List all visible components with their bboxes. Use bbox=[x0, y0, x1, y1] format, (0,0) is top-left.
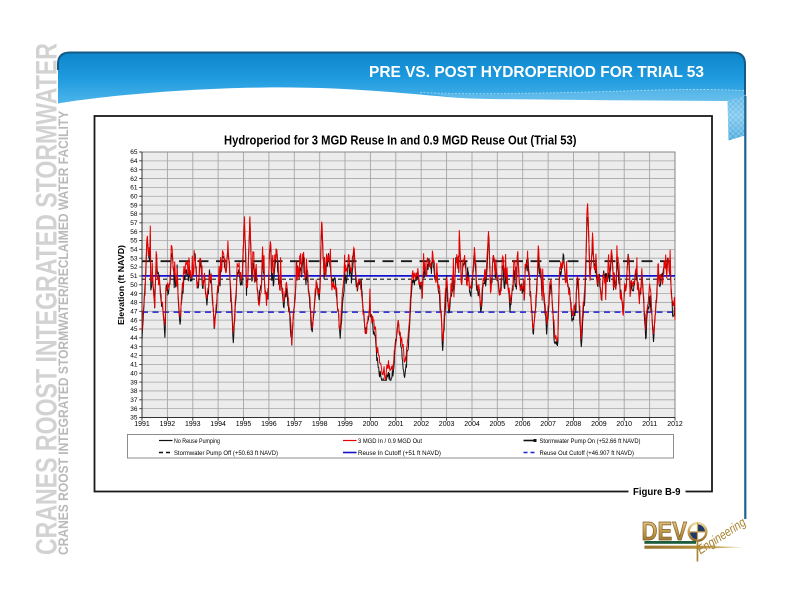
svg-text:1997: 1997 bbox=[287, 421, 303, 428]
svg-text:55: 55 bbox=[130, 238, 138, 245]
svg-text:46: 46 bbox=[130, 317, 138, 324]
svg-text:35: 35 bbox=[130, 415, 138, 422]
svg-text:64: 64 bbox=[130, 158, 138, 165]
svg-text:Hydroperiod for 3 MGD Reuse In: Hydroperiod for 3 MGD Reuse In and 0.9 M… bbox=[224, 133, 577, 148]
svg-text:2011: 2011 bbox=[642, 421, 657, 428]
svg-text:41: 41 bbox=[130, 362, 138, 369]
svg-text:2005: 2005 bbox=[490, 421, 506, 428]
svg-text:1993: 1993 bbox=[185, 421, 201, 428]
svg-text:2000: 2000 bbox=[363, 421, 379, 428]
svg-text:2008: 2008 bbox=[566, 421, 582, 428]
svg-text:Stormwater Pump On (+52.66 ft: Stormwater Pump On (+52.66 ft NAVD) bbox=[540, 438, 641, 445]
svg-text:40: 40 bbox=[130, 370, 138, 377]
svg-text:58: 58 bbox=[130, 211, 138, 218]
svg-text:50: 50 bbox=[130, 282, 138, 289]
svg-text:Reuse Out Cutoff (+46.907 ft N: Reuse Out Cutoff (+46.907 ft NAVD) bbox=[540, 450, 635, 457]
svg-text:2001: 2001 bbox=[388, 421, 404, 428]
svg-text:2004: 2004 bbox=[464, 421, 480, 428]
svg-text:Reuse In Cutoff (+51 ft NAVD): Reuse In Cutoff (+51 ft NAVD) bbox=[358, 450, 441, 457]
svg-text:2010: 2010 bbox=[616, 421, 632, 428]
svg-text:48: 48 bbox=[130, 300, 138, 307]
svg-text:59: 59 bbox=[130, 202, 138, 209]
svg-text:47: 47 bbox=[130, 309, 138, 316]
svg-text:2002: 2002 bbox=[413, 421, 429, 428]
svg-text:51: 51 bbox=[130, 273, 138, 280]
svg-text:Elevation (ft NAVD): Elevation (ft NAVD) bbox=[117, 245, 126, 325]
svg-text:61: 61 bbox=[130, 185, 138, 192]
svg-text:CRANES ROOST INTEGRATED STORMW: CRANES ROOST INTEGRATED STORMWATER bbox=[30, 43, 64, 555]
svg-text:56: 56 bbox=[130, 229, 138, 236]
svg-text:2006: 2006 bbox=[515, 421, 531, 428]
svg-text:1999: 1999 bbox=[337, 421, 353, 428]
svg-text:54: 54 bbox=[130, 247, 138, 254]
svg-text:63: 63 bbox=[130, 167, 138, 174]
svg-text:39: 39 bbox=[130, 379, 138, 386]
svg-text:2007: 2007 bbox=[540, 421, 556, 428]
svg-text:Figure B-9: Figure B-9 bbox=[633, 487, 681, 498]
svg-text:44: 44 bbox=[130, 335, 138, 342]
svg-text:2012: 2012 bbox=[667, 421, 683, 428]
svg-text:1992: 1992 bbox=[160, 421, 176, 428]
svg-text:45: 45 bbox=[130, 326, 138, 333]
svg-text:1996: 1996 bbox=[261, 421, 277, 428]
svg-text:2009: 2009 bbox=[591, 421, 607, 428]
svg-text:62: 62 bbox=[130, 176, 138, 183]
svg-text:CRANES ROOST INTEGRATED STORMW: CRANES ROOST INTEGRATED STORMWATER/RECLA… bbox=[55, 110, 71, 555]
svg-text:53: 53 bbox=[130, 255, 138, 262]
svg-text:1998: 1998 bbox=[312, 421, 328, 428]
svg-text:42: 42 bbox=[130, 353, 138, 360]
svg-text:2003: 2003 bbox=[439, 421, 455, 428]
svg-text:37: 37 bbox=[130, 397, 138, 404]
svg-text:60: 60 bbox=[130, 193, 138, 200]
svg-text:1995: 1995 bbox=[236, 421, 252, 428]
svg-text:PRE VS. POST HYDROPERIOD FOR T: PRE VS. POST HYDROPERIOD FOR TRIAL 53 bbox=[369, 64, 704, 81]
svg-text:43: 43 bbox=[130, 344, 138, 351]
svg-text:57: 57 bbox=[130, 220, 138, 227]
svg-text:52: 52 bbox=[130, 264, 138, 271]
svg-text:3 MGD In / 0.9 MGD Out: 3 MGD In / 0.9 MGD Out bbox=[358, 438, 422, 445]
svg-text:1991: 1991 bbox=[134, 421, 150, 428]
svg-text:38: 38 bbox=[130, 388, 138, 395]
svg-text:36: 36 bbox=[130, 406, 138, 413]
svg-text:65: 65 bbox=[130, 149, 138, 156]
svg-text:1994: 1994 bbox=[210, 421, 226, 428]
svg-text:No Reuse Pumping: No Reuse Pumping bbox=[174, 438, 220, 445]
svg-text:49: 49 bbox=[130, 291, 138, 298]
svg-text:Stormwater Pump Off (+50.63 ft: Stormwater Pump Off (+50.63 ft NAVD) bbox=[174, 450, 278, 457]
